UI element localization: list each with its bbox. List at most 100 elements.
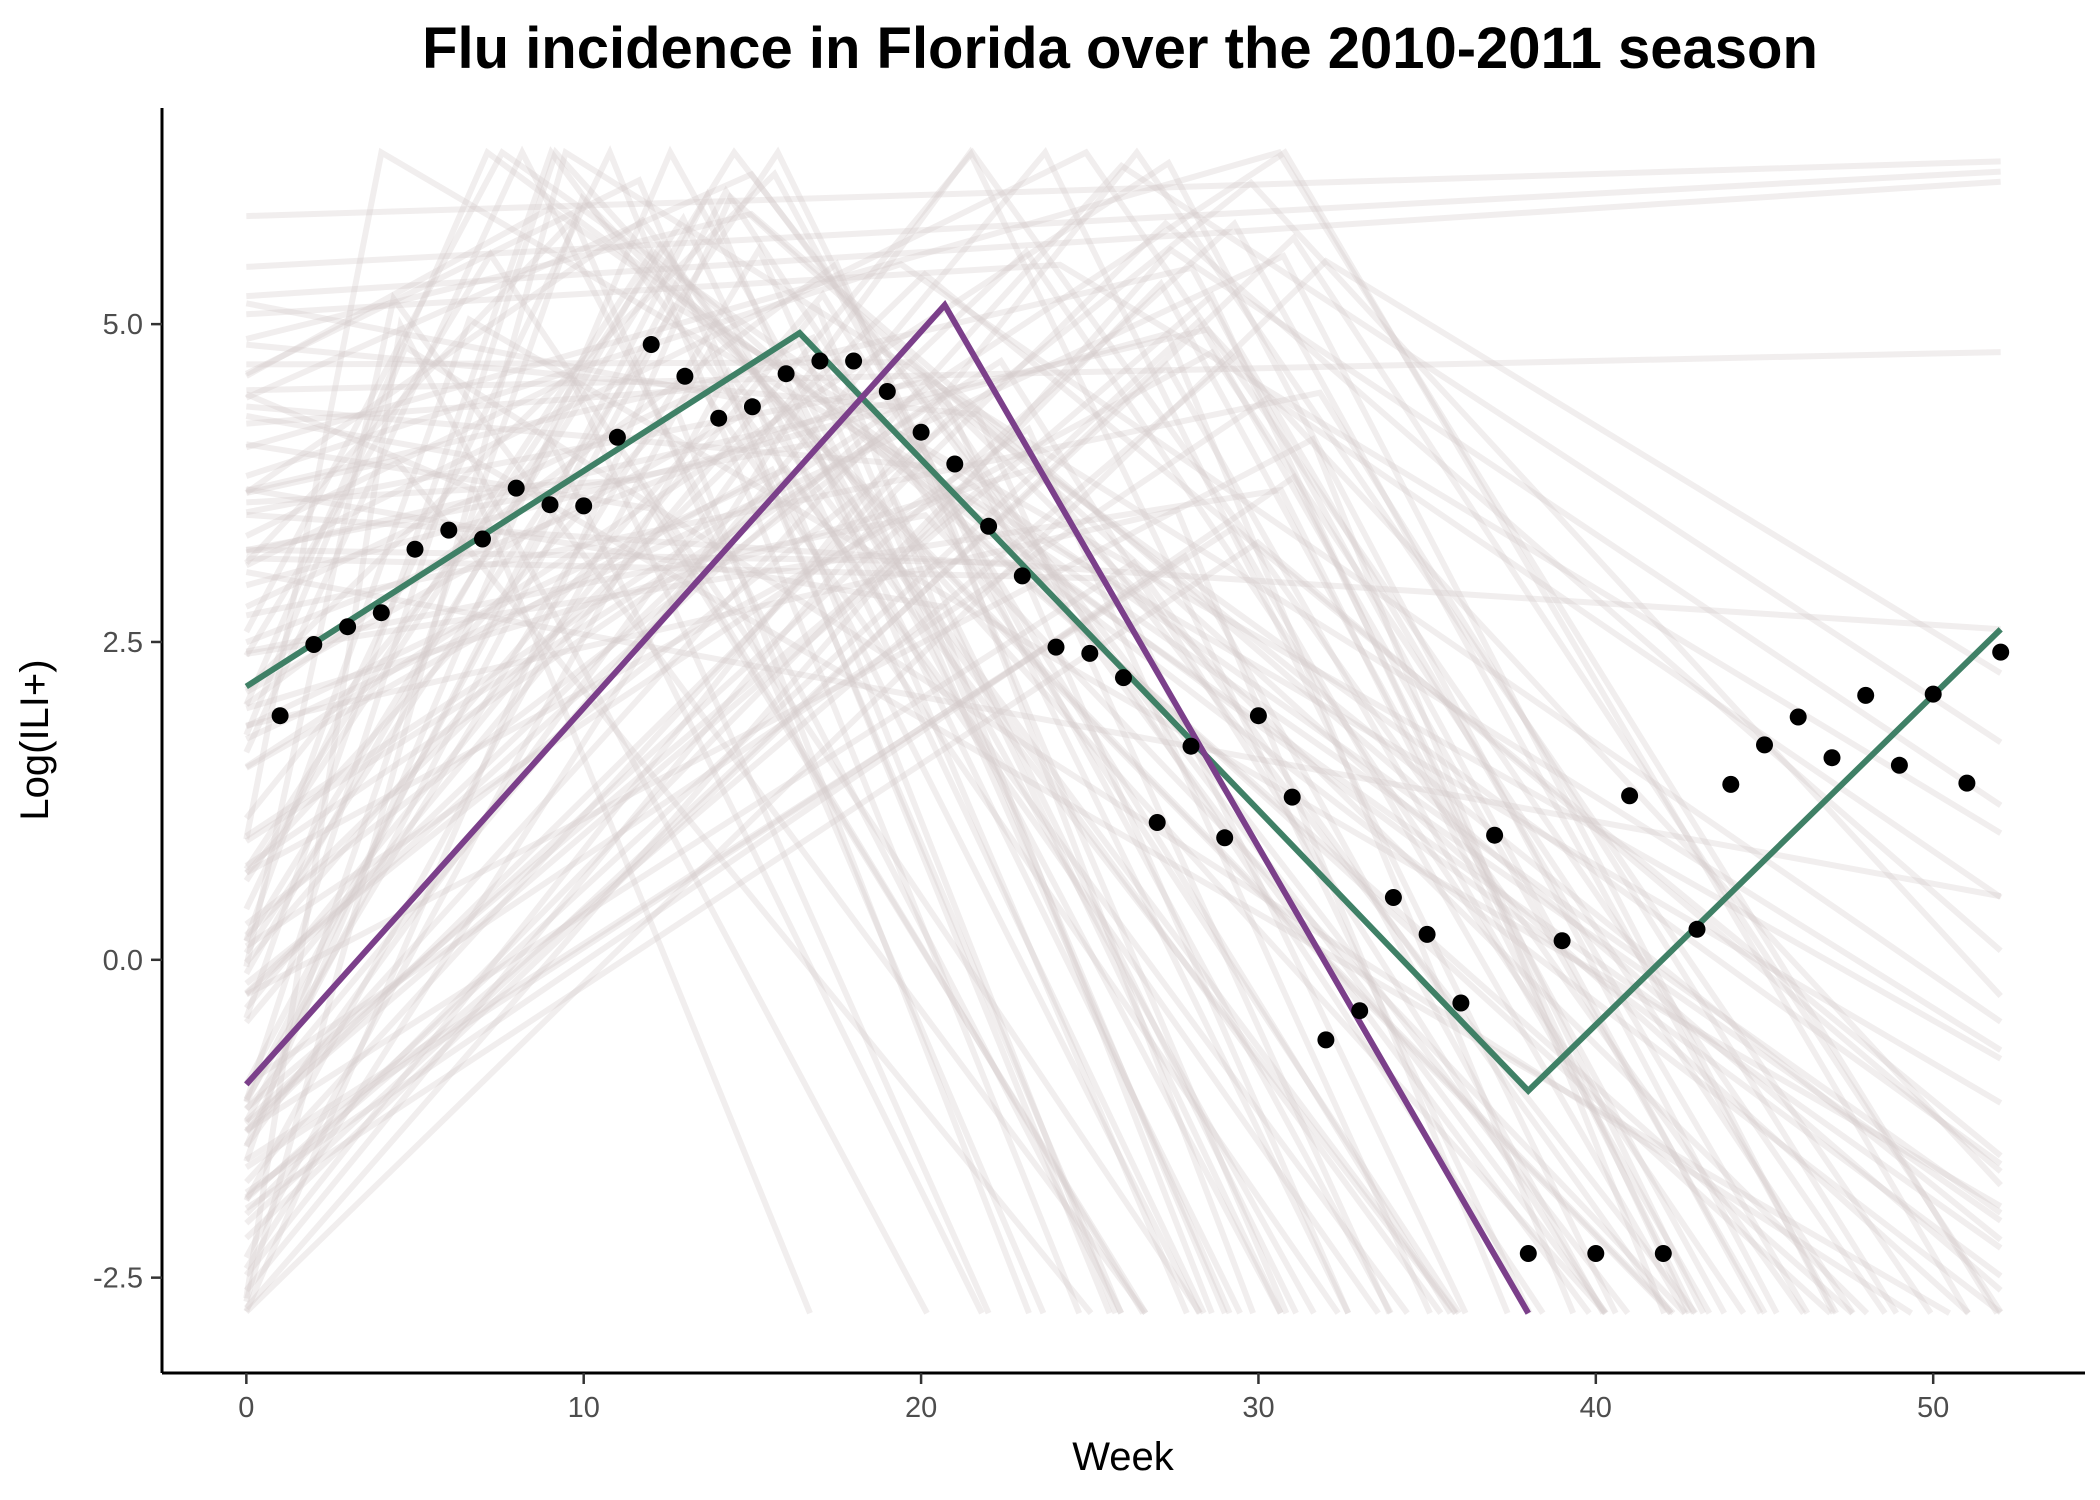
- data-point: [811, 352, 829, 370]
- background-draw-line: [246, 168, 2001, 270]
- background-draw-line: [245, 391, 813, 1315]
- background-draw-line: [244, 158, 1780, 1315]
- background-draw-line: [245, 326, 2003, 1188]
- background-draw-line: [244, 430, 1833, 1316]
- data-point: [1249, 707, 1267, 725]
- background-draw-line: [244, 216, 1459, 1315]
- background-draw-line: [243, 246, 1855, 1316]
- background-draw-line: [243, 240, 1444, 1315]
- data-point: [608, 428, 626, 446]
- background-draw-line: [243, 146, 1410, 1315]
- data-point: [777, 365, 795, 383]
- background-draw-line: [243, 185, 1462, 1315]
- background-draw-line: [245, 486, 1284, 1315]
- background-draw-line: [243, 192, 1676, 1316]
- data-point: [1519, 1245, 1537, 1262]
- background-draw-line: [244, 393, 2003, 1087]
- background-draw-line: [243, 492, 1299, 1315]
- background-draw-line: [244, 289, 1453, 1315]
- background-draw-line: [243, 145, 1317, 1315]
- data-point: [1992, 643, 2010, 661]
- background-draw-line: [245, 389, 1899, 1315]
- background-draw-line: [245, 512, 1687, 1316]
- data-point: [1115, 669, 1132, 687]
- background-draw-line: [244, 247, 1747, 1315]
- background-draw-line: [245, 210, 2003, 1293]
- background-draw-line: [245, 441, 1149, 1315]
- background-draw-line: [245, 506, 1511, 1315]
- y-tick-label: 0.0: [103, 945, 143, 977]
- data-point: [1317, 1031, 1335, 1049]
- fitted-lines: [244, 300, 2003, 1315]
- data-point: [1351, 1002, 1369, 1020]
- data-point: [878, 383, 896, 400]
- background-draw-line: [243, 301, 2003, 1123]
- background-draw-line: [246, 511, 2001, 633]
- background-draw-line: [243, 145, 1124, 1315]
- data-point: [946, 455, 964, 473]
- background-draw-line: [243, 147, 2003, 1106]
- background-draw-line: [244, 486, 1592, 1315]
- data-point: [339, 618, 357, 636]
- background-draw-line: [245, 170, 1609, 1316]
- background-draw-line: [244, 148, 1971, 1315]
- data-point: [1418, 925, 1436, 943]
- data-point: [676, 367, 694, 385]
- data-point: [1789, 708, 1807, 726]
- data-point: [710, 409, 728, 427]
- background-draw-line: [245, 456, 1094, 1316]
- background-draw-line: [244, 558, 1674, 1315]
- background-draw-line: [244, 213, 1047, 1315]
- background-draw-line: [243, 434, 985, 1315]
- x-tick-label: 10: [568, 1392, 600, 1424]
- background-draw-line: [244, 257, 2003, 1315]
- background-draw-line: [244, 435, 1667, 1315]
- background-draw-line: [244, 178, 2003, 999]
- background-draw-line: [244, 316, 1768, 1315]
- x-tick-label: 20: [905, 1392, 937, 1424]
- background-draw-line: [246, 341, 1393, 1315]
- background-draw-line: [243, 342, 1914, 1316]
- background-draw-line: [244, 373, 992, 1315]
- background-draw-line: [243, 147, 1807, 1315]
- background-draw-line: [243, 315, 2003, 1209]
- data-point: [743, 398, 761, 416]
- background-draw-line: [244, 524, 1689, 1315]
- data-point: [1283, 788, 1301, 806]
- background-draw-line: [245, 148, 2000, 1315]
- background-draw-line: [243, 147, 2003, 1279]
- data-point: [372, 604, 390, 622]
- data-point: [1654, 1245, 1672, 1262]
- x-axis-ticks: 0 10 20 30 40 50: [238, 1373, 1949, 1424]
- y-tick-label: 5.0: [103, 309, 143, 341]
- observed-points: [271, 336, 2010, 1262]
- background-draw-line: [244, 465, 1202, 1315]
- data-point: [271, 707, 289, 725]
- background-draw-line: [246, 359, 2003, 1243]
- data-point: [1182, 737, 1200, 755]
- background-draw-line: [244, 393, 1674, 1316]
- background-draw-line: [246, 476, 1146, 1315]
- background-draw-line: [244, 356, 1608, 1315]
- background-draw-line: [245, 333, 1228, 1315]
- data-point: [440, 521, 458, 539]
- background-draw-line: [245, 486, 1697, 1315]
- y-axis-ticks: -2.5 0.0 2.5 5.0: [93, 309, 162, 1295]
- data-point: [1452, 994, 1470, 1012]
- background-draw-line: [244, 169, 1394, 1315]
- background-draw-line: [243, 291, 1149, 1315]
- data-point: [1013, 567, 1031, 585]
- background-draw-line: [246, 349, 2001, 394]
- data-point: [1553, 932, 1571, 950]
- y-tick-label: -2.5: [93, 1263, 143, 1295]
- data-point: [1756, 736, 1773, 754]
- background-draw-line: [246, 555, 1469, 1315]
- background-draw-line: [243, 302, 1215, 1315]
- data-point: [1924, 685, 1942, 703]
- chart-title: Flu incidence in Florida over the 2010-2…: [422, 16, 1818, 81]
- background-draw-line: [245, 569, 2002, 900]
- data-point: [1587, 1245, 1605, 1262]
- background-draw-line: [246, 261, 2003, 836]
- data-point: [474, 530, 491, 548]
